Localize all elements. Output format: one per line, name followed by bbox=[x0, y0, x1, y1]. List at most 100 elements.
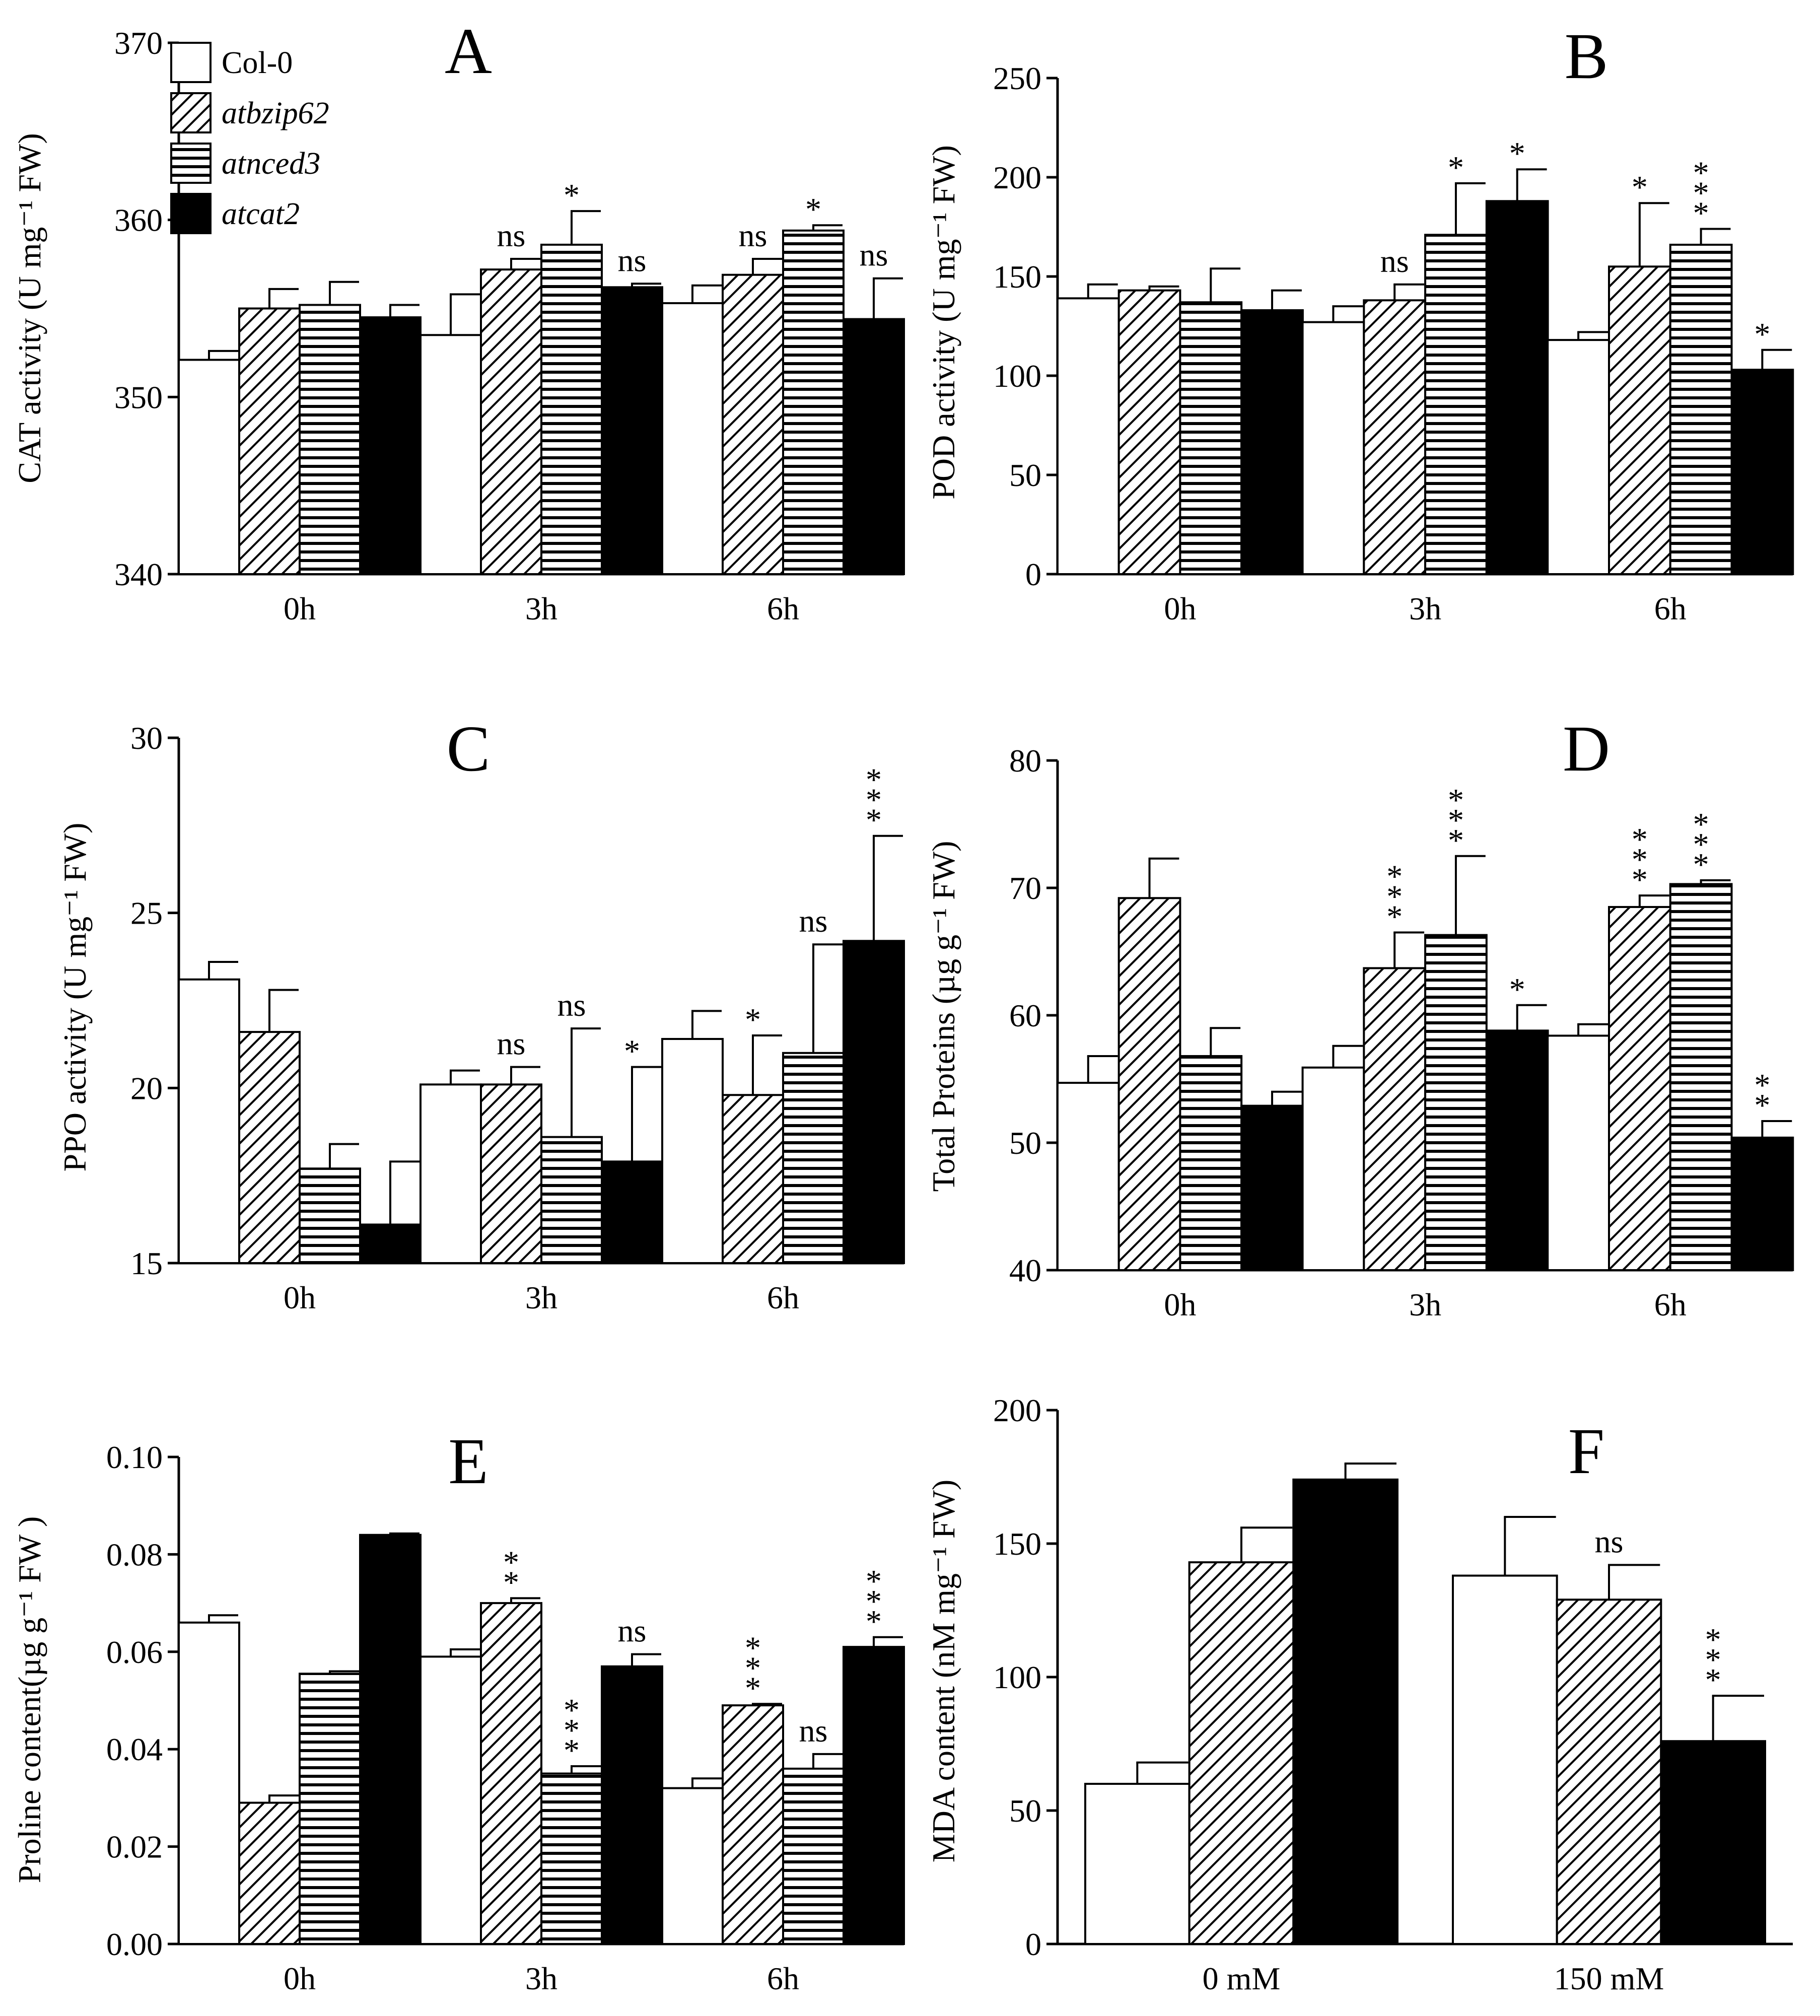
significance-annotation: * bbox=[1754, 316, 1770, 352]
bar-atbzip62 bbox=[1608, 906, 1671, 1271]
asterisk: * bbox=[1705, 1642, 1721, 1678]
asterisk: * bbox=[1386, 879, 1403, 915]
legend-swatch-atcat2 bbox=[170, 193, 212, 234]
asterisk: * bbox=[1693, 826, 1709, 862]
asterisk: * bbox=[866, 782, 882, 818]
legend-label: atnced3 bbox=[222, 147, 320, 181]
significance-annotation: *** bbox=[866, 1563, 882, 1639]
bar-atnced3 bbox=[1424, 934, 1488, 1271]
significance-annotation: *** bbox=[745, 1630, 761, 1706]
bar-atnced3 bbox=[540, 1772, 603, 1945]
bar-col-0 bbox=[661, 1037, 724, 1264]
bar-col-0 bbox=[419, 334, 482, 575]
panel-letter: D bbox=[1563, 713, 1610, 785]
significance-annotation: *** bbox=[1386, 859, 1403, 935]
y-tick-label: 200 bbox=[993, 160, 1041, 195]
bar-col-0 bbox=[178, 1621, 240, 1945]
bar-atnced3 bbox=[1179, 301, 1243, 575]
significance-annotation: ** bbox=[503, 1544, 519, 1600]
panel-letter: F bbox=[1568, 1415, 1604, 1488]
legend-label: atcat2 bbox=[222, 197, 300, 231]
significance-annotation: * bbox=[1448, 150, 1464, 185]
bar-atnced3 bbox=[782, 229, 845, 575]
bar-col-0 bbox=[661, 302, 724, 575]
y-tick-label: 0.02 bbox=[106, 1829, 163, 1865]
y-tick-label: 50 bbox=[1009, 1793, 1041, 1829]
asterisk: * bbox=[624, 1033, 640, 1069]
x-category-label: 0h bbox=[284, 1280, 316, 1315]
y-tick-label: 40 bbox=[1009, 1253, 1041, 1288]
bar-atcat2 bbox=[359, 1534, 422, 1945]
ns-label: ns bbox=[799, 1713, 828, 1749]
legend-swatch-col-0 bbox=[170, 42, 212, 83]
y-tick-label: 0 bbox=[1025, 1926, 1041, 1962]
bar-col-0 bbox=[1547, 339, 1610, 576]
asterisk: * bbox=[1386, 899, 1403, 935]
asterisk: * bbox=[866, 1583, 882, 1619]
bar-atbzip62 bbox=[480, 1083, 542, 1264]
y-axis-title: Proline content(µg g⁻¹ FW ) bbox=[12, 1516, 47, 1884]
y-tick-label: 350 bbox=[114, 379, 163, 415]
significance-annotation: ns bbox=[497, 218, 526, 253]
significance-annotation: * bbox=[1509, 135, 1525, 171]
legend-label: atbzip62 bbox=[222, 96, 329, 130]
bar-atcat2 bbox=[1660, 1740, 1766, 1945]
y-tick-label: 80 bbox=[1009, 743, 1041, 779]
ns-label: ns bbox=[860, 237, 888, 273]
y-tick-label: 30 bbox=[130, 720, 163, 756]
asterisk: * bbox=[1705, 1662, 1721, 1698]
panel-letter: A bbox=[445, 15, 492, 88]
panel-letter: C bbox=[447, 713, 491, 785]
bar-atnced3 bbox=[1424, 234, 1488, 575]
x-category-label: 6h bbox=[1654, 591, 1687, 627]
bar-atcat2 bbox=[1292, 1478, 1398, 1945]
asterisk: * bbox=[745, 1670, 761, 1706]
panel-letter: B bbox=[1565, 20, 1608, 93]
y-tick-label: 0.00 bbox=[106, 1926, 163, 1962]
significance-annotation: *** bbox=[1693, 806, 1709, 882]
ns-label: ns bbox=[1380, 243, 1409, 279]
bar-atbzip62 bbox=[480, 268, 542, 575]
significance-annotation: * bbox=[745, 1002, 761, 1037]
x-category-label: 3h bbox=[525, 1961, 557, 1996]
significance-annotation: ns bbox=[799, 1713, 828, 1749]
bar-atcat2 bbox=[1485, 200, 1549, 575]
significance-annotation: ns bbox=[497, 1026, 526, 1062]
bar-atnced3 bbox=[540, 1136, 603, 1264]
asterisk: * bbox=[866, 1563, 882, 1599]
x-category-label: 3h bbox=[1409, 591, 1441, 627]
y-tick-label: 200 bbox=[993, 1393, 1041, 1428]
bar-atbzip62 bbox=[238, 1031, 301, 1265]
bar-atbzip62 bbox=[1556, 1598, 1662, 1945]
asterisk: * bbox=[1754, 316, 1770, 352]
asterisk: * bbox=[1632, 169, 1648, 205]
bar-atcat2 bbox=[843, 940, 905, 1264]
y-axis-title: MDA content (nM mg⁻¹ FW) bbox=[926, 1480, 961, 1862]
panel-e: 0.00 0.02 0.04 0.06 0.08 0.10 Proline content(… bbox=[12, 1425, 905, 1996]
bar-atbzip62 bbox=[1363, 299, 1427, 575]
legend-swatch-atnced3 bbox=[170, 143, 212, 184]
legend: Col-0 atbzip62 atnced3 atcat2 bbox=[170, 42, 329, 234]
significance-annotation: ns bbox=[739, 218, 767, 253]
asterisk: * bbox=[1509, 971, 1525, 1007]
bar-atbzip62 bbox=[1608, 265, 1671, 575]
bar-col-0 bbox=[1056, 297, 1120, 575]
asterisk: * bbox=[564, 1692, 580, 1728]
bar-atnced3 bbox=[299, 1167, 361, 1265]
bar-atnced3 bbox=[782, 1767, 845, 1945]
panel-b: 0 50 100 150 200 250 POD activity (U mg⁻¹ FW) B… bbox=[926, 20, 1794, 627]
ns-label: ns bbox=[1595, 1523, 1624, 1559]
y-tick-label: 360 bbox=[114, 202, 163, 238]
bar-col-0 bbox=[178, 978, 240, 1264]
bar-atcat2 bbox=[843, 318, 905, 575]
x-category-label: 0h bbox=[1164, 591, 1196, 627]
x-category-label: 6h bbox=[767, 1961, 799, 1996]
significance-annotation: ns bbox=[1595, 1523, 1624, 1559]
y-tick-label: 20 bbox=[130, 1070, 163, 1106]
asterisk: * bbox=[805, 191, 821, 227]
bar-atcat2 bbox=[601, 1665, 663, 1945]
significance-annotation: ns bbox=[557, 987, 586, 1023]
asterisk: * bbox=[1448, 822, 1464, 858]
